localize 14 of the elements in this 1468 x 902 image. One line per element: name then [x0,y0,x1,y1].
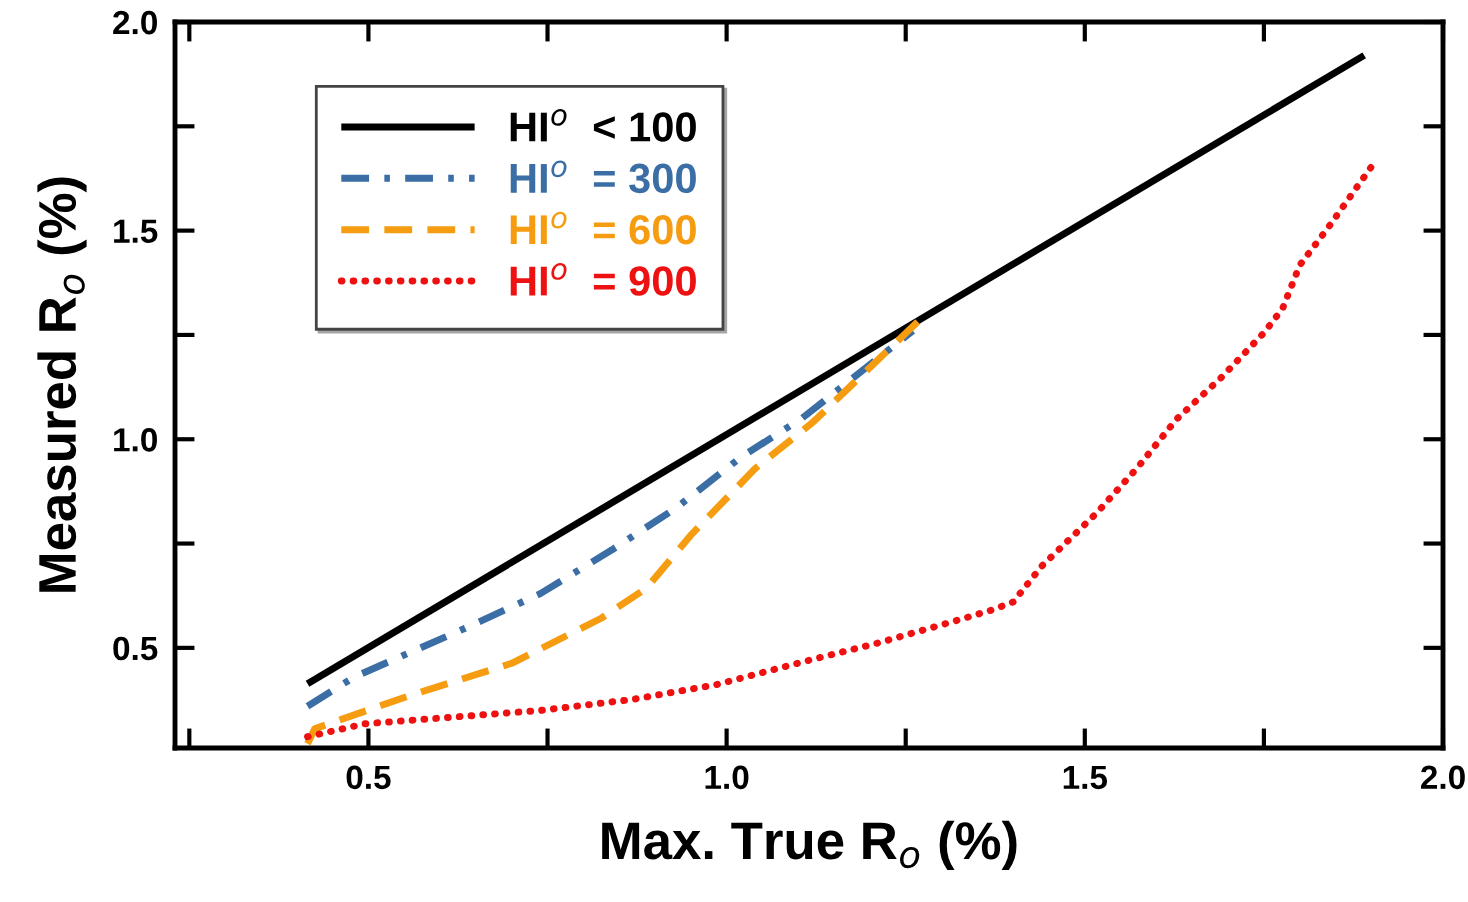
y-axis-title: Measured R$_{o}$ (%) [37,177,87,592]
x-axis-title: Max. True R$_{o}$ (%) [602,820,1017,870]
x-tick-label: 1.0 [705,765,749,790]
y-tick-label: 1.0 [114,428,157,452]
legend-label: HI$^{o}$ = 300 [510,160,696,194]
x-tick-label: 0.5 [346,765,391,790]
legend-label: HI$^{o}$ = 900 [510,263,696,296]
x-tick-label: 1.5 [1063,765,1108,790]
y-tick-label: 0.5 [113,636,158,661]
legend-label: HI$^{o}$ = 600 [510,211,696,245]
legend-label: HI$^{o}$ < 100 [510,109,696,142]
y-tick-label: 2.0 [113,10,157,35]
x-tick-label: 2.0 [1420,765,1465,790]
y-tick-label: 1.5 [114,219,158,244]
